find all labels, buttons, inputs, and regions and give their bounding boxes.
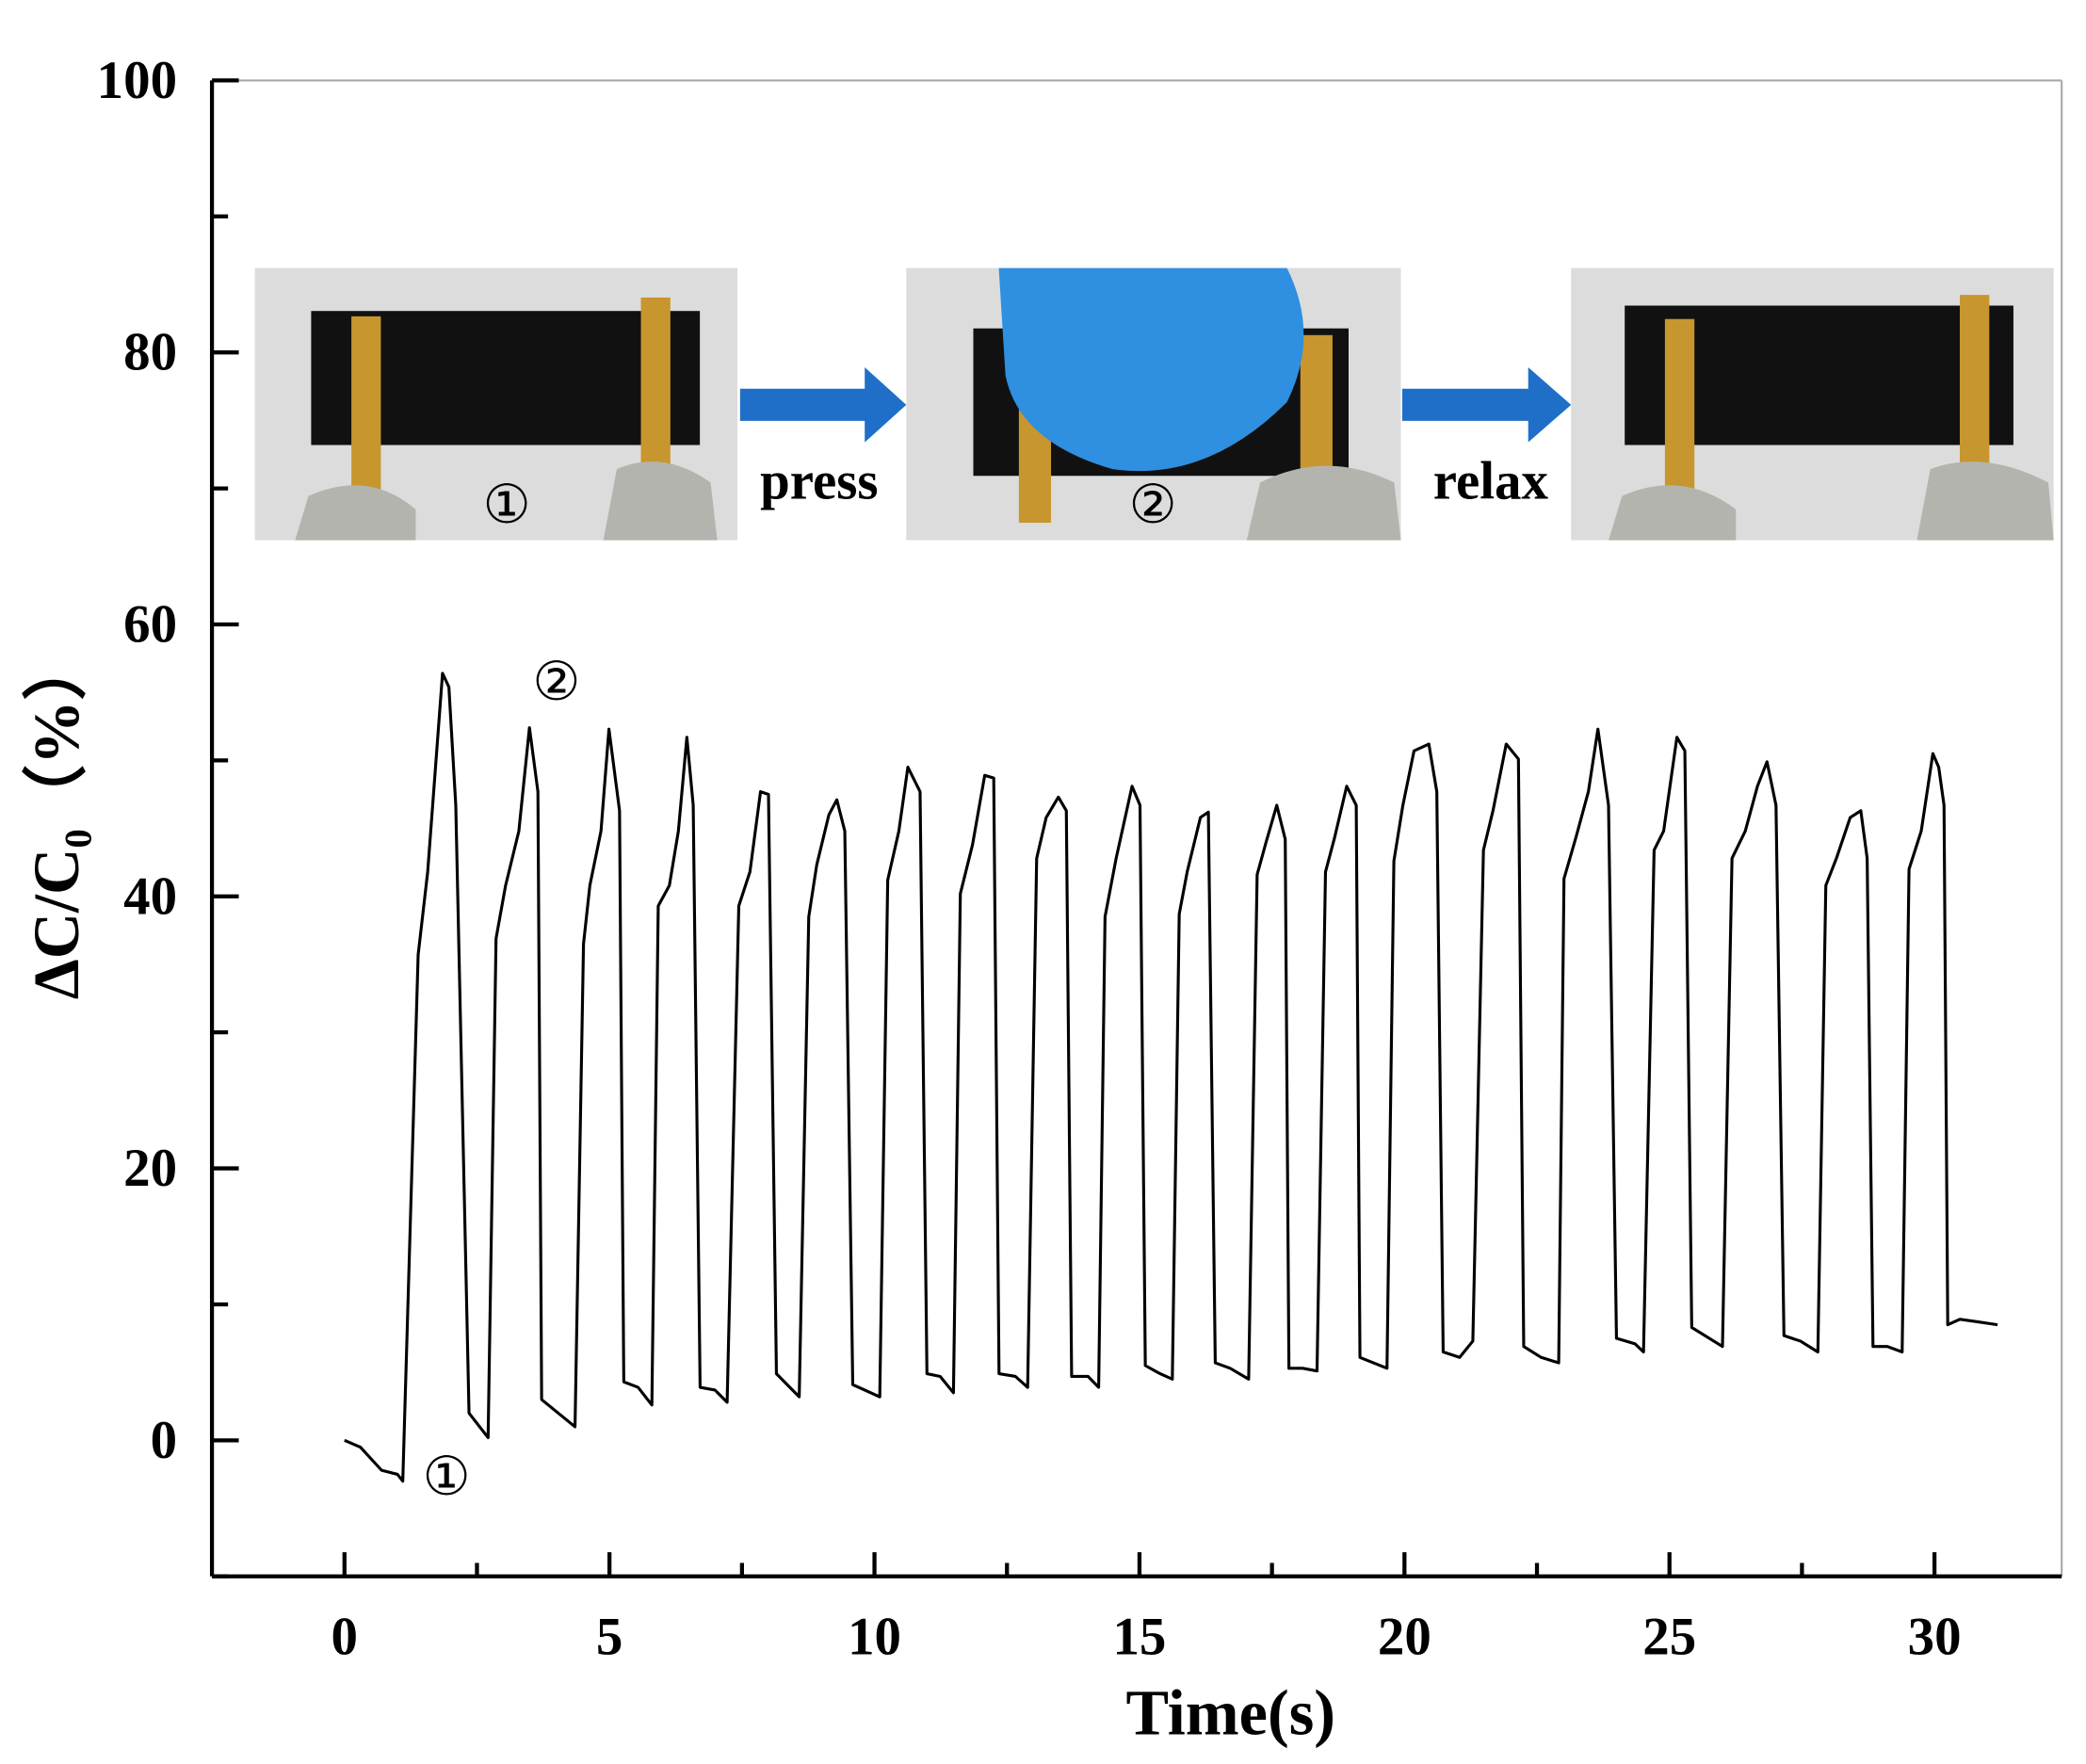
inset-photos: ① press ② relax [254,267,2054,541]
y-tick-label: 0 [151,1411,177,1470]
inset-label: ① [483,474,531,536]
x-tick-label: 5 [596,1607,623,1666]
y-tick-label: 40 [123,866,177,926]
y-tick-label: 20 [123,1139,177,1198]
arrow [1401,366,1572,443]
x-tick-label: 10 [848,1607,901,1666]
annotation: ② [532,651,580,713]
y-tick-label: 60 [123,594,177,654]
photo-3 [1571,267,2054,541]
x-tick-label: 0 [331,1607,358,1666]
inset-label: ② [1129,474,1177,536]
x-tick-label: 15 [1112,1607,1166,1666]
photo-1 [254,267,737,541]
x-tick-label: 20 [1378,1607,1431,1666]
inset-label: relax [1433,451,1549,510]
y-tick-label: 100 [97,51,177,110]
x-tick-label: 25 [1642,1607,1696,1666]
x-tick-label: 30 [1908,1607,1962,1666]
y-tick-label: 80 [123,323,177,382]
annotation: ① [423,1446,471,1508]
photo-2 [906,267,1401,541]
data-line [344,672,1998,1483]
y-axis-title: ΔC/C₀（%） [21,636,92,999]
inset-label: press [760,451,878,510]
x-axis-title: Time(s) [1125,1677,1335,1749]
frame [212,79,2063,1577]
